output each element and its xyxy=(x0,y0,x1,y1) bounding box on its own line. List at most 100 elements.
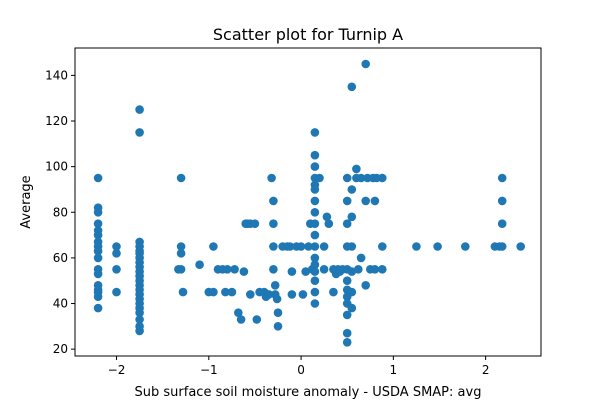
data-point xyxy=(356,173,366,183)
data-point xyxy=(174,265,183,274)
data-point xyxy=(370,196,380,206)
y-tick-label: 100 xyxy=(45,160,68,174)
x-tick-label: 1 xyxy=(390,363,398,377)
data-point xyxy=(93,292,103,302)
data-point xyxy=(93,208,103,217)
y-tick-label: 140 xyxy=(45,68,68,82)
data-point xyxy=(315,173,324,183)
data-point xyxy=(269,242,278,251)
plot-frame xyxy=(74,47,542,357)
data-point xyxy=(239,267,249,276)
data-point xyxy=(310,150,320,160)
data-point xyxy=(347,82,357,92)
data-point xyxy=(319,265,329,274)
data-point xyxy=(310,230,320,240)
data-point xyxy=(195,260,204,270)
data-point xyxy=(342,276,352,286)
data-point xyxy=(433,242,442,251)
data-point xyxy=(234,308,243,318)
data-point xyxy=(516,242,525,251)
data-point xyxy=(347,267,357,276)
data-point xyxy=(378,265,387,274)
x-tick-label: −1 xyxy=(200,363,218,377)
data-point xyxy=(176,242,186,251)
data-point xyxy=(342,310,352,320)
data-point xyxy=(310,253,320,263)
data-point xyxy=(347,212,357,222)
y-tick-label: 60 xyxy=(53,251,68,265)
data-point xyxy=(287,290,297,299)
data-point xyxy=(378,173,387,183)
data-point xyxy=(250,219,260,228)
data-point xyxy=(310,276,320,286)
data-point xyxy=(342,328,352,338)
data-point xyxy=(378,242,387,251)
data-point xyxy=(269,196,278,206)
x-tick-label: 0 xyxy=(297,363,305,377)
data-point xyxy=(319,242,329,251)
data-point xyxy=(264,290,274,299)
data-point xyxy=(135,315,144,324)
data-point xyxy=(347,287,357,297)
x-tick-label: −2 xyxy=(108,363,126,377)
data-point xyxy=(310,287,320,297)
data-point xyxy=(361,196,371,206)
data-point xyxy=(112,242,121,251)
data-point xyxy=(221,287,230,297)
data-point xyxy=(296,242,306,251)
data-point xyxy=(412,242,421,251)
ticks-layer: −2 −1 0 1 2 20 40 60 80 100 120 140 xyxy=(45,68,489,377)
data-point xyxy=(272,294,282,304)
data-point xyxy=(304,242,313,251)
data-point xyxy=(310,260,320,270)
data-point xyxy=(354,265,363,274)
data-point xyxy=(176,173,186,183)
data-point xyxy=(112,249,121,258)
data-point xyxy=(246,290,255,299)
data-point xyxy=(112,287,121,297)
y-tick-label: 80 xyxy=(53,205,68,219)
data-point xyxy=(347,303,357,313)
data-point xyxy=(93,303,103,313)
data-point xyxy=(329,287,338,297)
data-point xyxy=(298,290,308,299)
data-point xyxy=(223,265,232,274)
data-point xyxy=(273,308,283,318)
data-point xyxy=(497,173,507,183)
data-point xyxy=(342,219,352,228)
data-point xyxy=(310,208,320,217)
data-point xyxy=(93,219,103,228)
data-point xyxy=(93,269,103,279)
data-point xyxy=(322,212,332,222)
data-point xyxy=(135,326,144,336)
x-axis-label: Sub surface soil moisture anomaly - USDA… xyxy=(135,385,482,400)
data-point xyxy=(93,253,103,263)
chart-title: Scatter plot for Turnip A xyxy=(213,25,403,44)
data-point xyxy=(497,219,507,228)
data-point xyxy=(347,185,357,194)
data-point xyxy=(93,246,103,256)
x-tick-label: 2 xyxy=(482,363,490,377)
data-point xyxy=(285,242,295,251)
y-axis-label: Average xyxy=(19,175,34,228)
data-point xyxy=(310,299,320,308)
data-point xyxy=(252,315,262,324)
y-tick-label: 20 xyxy=(53,342,68,356)
data-point xyxy=(267,173,276,183)
data-point xyxy=(361,59,371,69)
data-point xyxy=(269,219,278,228)
data-point xyxy=(135,308,144,318)
data-point xyxy=(310,162,320,171)
data-point xyxy=(342,173,352,183)
data-point xyxy=(112,265,121,274)
data-point xyxy=(342,196,352,206)
data-point xyxy=(361,281,371,290)
points-layer xyxy=(93,59,525,347)
data-point xyxy=(461,242,470,251)
data-point xyxy=(352,164,361,174)
data-point xyxy=(269,265,278,274)
data-point xyxy=(370,265,380,274)
data-point xyxy=(310,185,320,194)
